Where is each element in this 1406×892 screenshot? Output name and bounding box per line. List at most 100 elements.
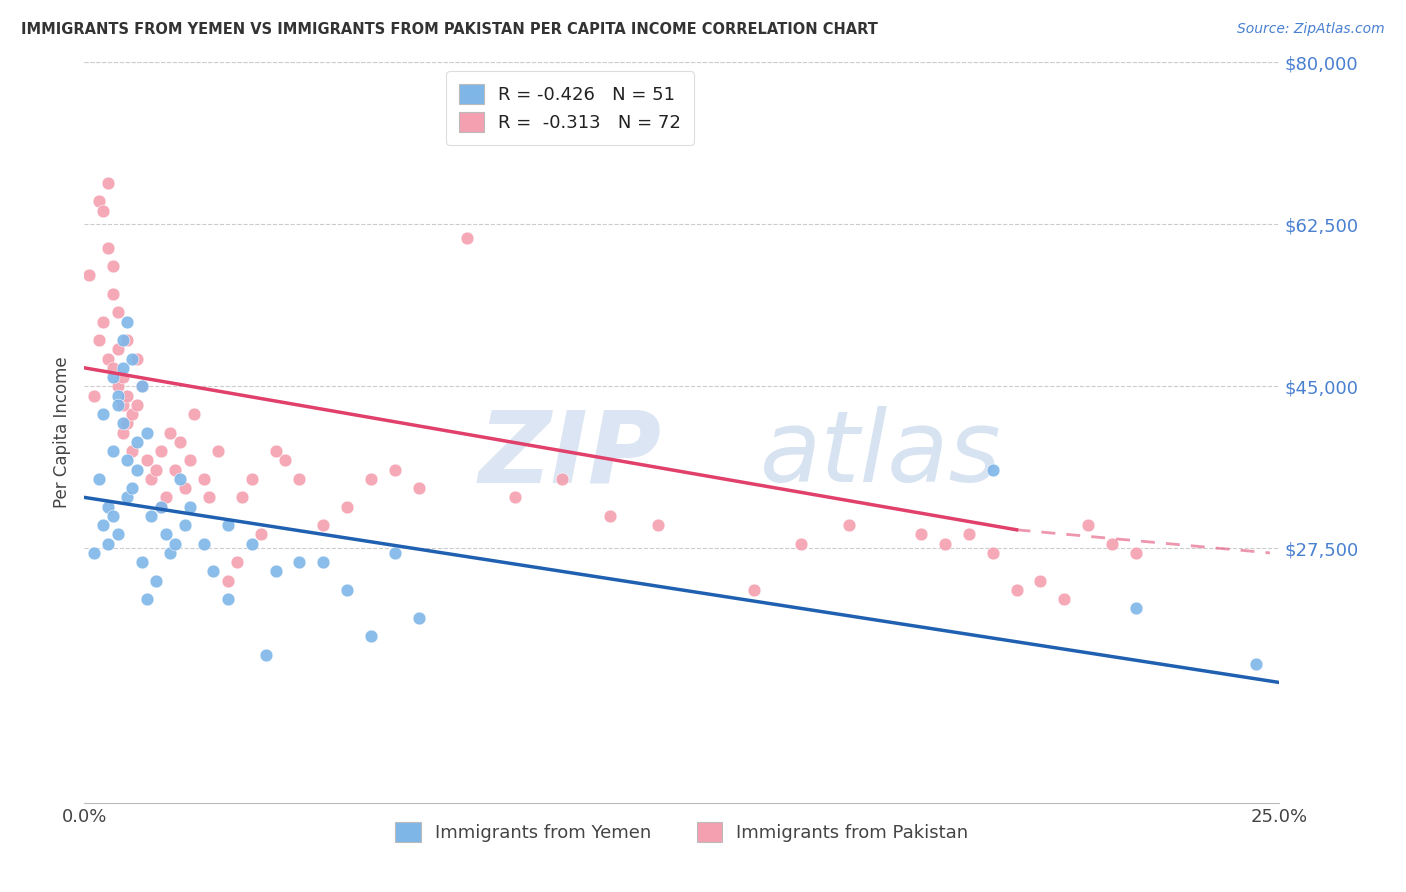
Point [240, 472, 263, 486]
Point [135, 425, 157, 440]
Point [111, 417, 134, 431]
Point [384, 462, 406, 476]
Point [131, 555, 153, 569]
Point [117, 417, 139, 431]
Point [838, 518, 860, 533]
Point [135, 592, 157, 607]
Point [193, 472, 215, 486]
Point [288, 472, 311, 486]
Point [87, 472, 110, 486]
Point [336, 582, 359, 597]
Point [169, 472, 191, 486]
Point [111, 360, 134, 375]
Point [149, 500, 172, 514]
Point [97, 176, 120, 190]
Point [1125, 601, 1147, 615]
Point [121, 351, 143, 366]
Point [125, 351, 148, 366]
Point [312, 555, 335, 569]
Point [101, 286, 124, 301]
Point [117, 453, 139, 467]
Point [117, 388, 139, 402]
Point [117, 333, 139, 347]
Point [1005, 582, 1028, 597]
Point [107, 388, 129, 402]
Point [111, 370, 134, 384]
Point [957, 527, 980, 541]
Point [101, 444, 124, 458]
Point [179, 500, 201, 514]
Point [336, 500, 359, 514]
Point [193, 536, 215, 550]
Point [145, 462, 167, 476]
Point [217, 592, 239, 607]
Point [647, 518, 669, 533]
Point [83, 546, 105, 560]
Point [125, 398, 148, 412]
Point [121, 444, 143, 458]
Point [551, 472, 574, 486]
Point [121, 481, 143, 495]
Point [135, 453, 157, 467]
Point [165, 462, 187, 476]
Point [141, 472, 163, 486]
Text: ZIP: ZIP [479, 407, 662, 503]
Point [111, 398, 134, 412]
Point [360, 472, 382, 486]
Point [125, 462, 148, 476]
Point [264, 444, 287, 458]
Point [141, 508, 163, 523]
Point [155, 491, 177, 505]
Point [131, 379, 153, 393]
Point [1244, 657, 1267, 671]
Point [1029, 574, 1052, 588]
Point [107, 527, 129, 541]
Point [97, 240, 120, 255]
Point [97, 351, 120, 366]
Point [1101, 536, 1123, 550]
Point [456, 231, 478, 245]
Point [101, 370, 124, 384]
Point [288, 555, 311, 569]
Point [1053, 592, 1076, 607]
Point [117, 314, 139, 328]
Point [790, 536, 813, 550]
Point [179, 453, 201, 467]
Point [1077, 518, 1099, 533]
Point [145, 574, 167, 588]
Point [226, 555, 249, 569]
Point [360, 629, 382, 643]
Text: Source: ZipAtlas.com: Source: ZipAtlas.com [1237, 22, 1385, 37]
Point [121, 407, 143, 421]
Point [408, 481, 430, 495]
Point [107, 379, 129, 393]
Point [149, 500, 172, 514]
Point [131, 379, 153, 393]
Point [183, 407, 205, 421]
Point [93, 518, 115, 533]
Text: IMMIGRANTS FROM YEMEN VS IMMIGRANTS FROM PAKISTAN PER CAPITA INCOME CORRELATION : IMMIGRANTS FROM YEMEN VS IMMIGRANTS FROM… [21, 22, 877, 37]
Point [934, 536, 956, 550]
Point [202, 565, 225, 579]
Point [910, 527, 932, 541]
Point [107, 305, 129, 319]
Point [173, 481, 195, 495]
Point [217, 574, 239, 588]
Point [599, 508, 621, 523]
Point [254, 648, 277, 662]
Point [87, 194, 110, 209]
Point [384, 546, 406, 560]
Point [217, 518, 239, 533]
Point [197, 491, 219, 505]
Point [93, 203, 115, 218]
Point [107, 343, 129, 357]
Point [101, 508, 124, 523]
Point [264, 565, 287, 579]
Point [149, 444, 172, 458]
Point [169, 434, 191, 449]
Point [93, 314, 115, 328]
Point [408, 610, 430, 624]
Point [87, 333, 110, 347]
Point [83, 388, 105, 402]
Y-axis label: Per Capita Income: Per Capita Income [53, 357, 72, 508]
